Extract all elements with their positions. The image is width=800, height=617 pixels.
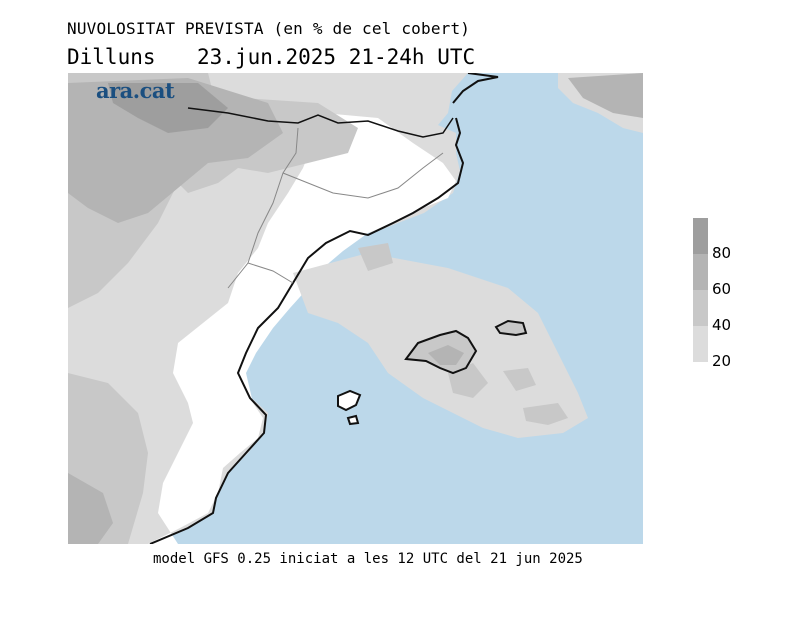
- island-formentera: [346, 414, 360, 426]
- ara-cat-logo[interactable]: ara.cat: [96, 78, 175, 103]
- clear-area-2: [338, 163, 403, 213]
- legend-swatch-20: [693, 326, 708, 362]
- legend-label-60: 60: [712, 280, 732, 298]
- legend-swatch-40: [693, 290, 708, 326]
- legend-label-40: 40: [712, 316, 732, 334]
- cloud-mid-sea-5: [358, 243, 393, 271]
- forecast-day: Dilluns: [67, 45, 156, 69]
- cloud-mid-sea-4: [503, 368, 536, 391]
- cloud-cover-map: [68, 73, 643, 544]
- island-mallorca-cloud: [428, 345, 464, 365]
- model-info: model GFS 0.25 iniciat a les 12 UTC del …: [153, 551, 583, 567]
- cloud-dark-northwest: [68, 78, 283, 223]
- legend-label-80: 80: [712, 244, 732, 262]
- forecast-date-line: Dilluns 23.jun.2025 21-24h UTC: [67, 45, 475, 69]
- cloud-cover-legend: 80 60 40 20: [693, 218, 731, 370]
- coastline: [149, 73, 499, 544]
- cloud-darker-northwest: [108, 83, 228, 133]
- cloud-dark-northeast: [568, 73, 643, 118]
- map-title: NUVOLOSITAT PREVISTA (en % de cel cobert…: [67, 19, 471, 38]
- clear-area: [148, 113, 456, 544]
- legend-swatch-80: [693, 218, 708, 254]
- cloud-mid-sea-3: [523, 403, 568, 425]
- legend-label-20: 20: [712, 352, 732, 370]
- island-menorca: [494, 319, 528, 337]
- legend-swatch-60: [693, 254, 708, 290]
- cloud-dark-southwest: [68, 473, 113, 544]
- border-pyrenees: [187, 107, 454, 138]
- map-canvas: [68, 73, 643, 544]
- island-eivissa: [337, 389, 362, 412]
- forecast-datetime: 23.jun.2025 21-24h UTC: [197, 45, 476, 69]
- border-regional: [227, 127, 444, 289]
